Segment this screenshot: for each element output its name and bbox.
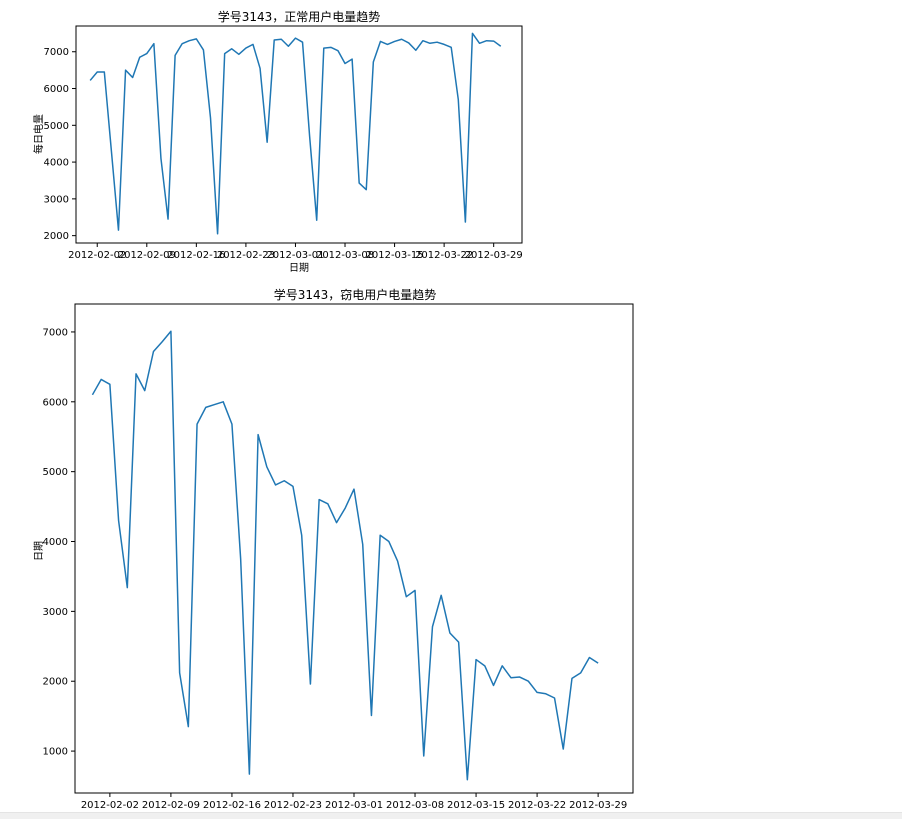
x-tick-label: 2012-03-15 [366, 250, 424, 261]
series-line-theft [91, 330, 599, 781]
x-tick-label: 2012-02-02 [68, 250, 126, 261]
x-tick-label: 2012-02-16 [167, 250, 225, 261]
x-tick-label: 2012-03-01 [266, 250, 324, 261]
x-tick-label: 2012-02-16 [203, 800, 261, 811]
horizontal-scrollbar[interactable] [0, 812, 902, 819]
y-tick-label: 4000 [43, 537, 68, 548]
plot-frame-theft [74, 303, 634, 794]
x-tick-label: 2012-03-29 [569, 800, 627, 811]
y-tick-label: 2000 [44, 231, 69, 242]
x-axis-label-normal: 日期 [289, 262, 309, 274]
x-tick-label: 2012-03-29 [465, 250, 523, 261]
x-tick-label: 2012-03-15 [447, 800, 505, 811]
y-tick-label: 6000 [43, 397, 68, 408]
plot-frame-normal [75, 25, 523, 244]
y-tick-label: 5000 [43, 467, 68, 478]
y-tick-label: 5000 [44, 121, 69, 132]
x-tick-label: 2012-03-01 [325, 800, 383, 811]
x-tick-label: 2012-03-22 [508, 800, 566, 811]
x-tick-label: 2012-02-09 [142, 800, 200, 811]
y-tick-label: 3000 [43, 607, 68, 618]
x-tick-label: 2012-02-23 [264, 800, 322, 811]
y-tick-label: 4000 [44, 158, 69, 169]
y-axis-label-theft: 日期 [33, 541, 45, 561]
x-tick-label: 2012-03-08 [316, 250, 374, 261]
subplot-theft-user: 学号3143，窃电用户电量趋势 1000 2000 3000 4000 5000 6000… [33, 287, 634, 811]
y-tick-label: 3000 [44, 194, 69, 205]
y-tick-label: 7000 [43, 327, 68, 338]
x-tick-label: 2012-02-23 [217, 250, 275, 261]
y-tick-label: 1000 [43, 747, 68, 758]
x-tick-label: 2012-02-02 [81, 800, 139, 811]
chart-title-theft: 学号3143，窃电用户电量趋势 [274, 287, 437, 302]
x-tick-label: 2012-03-22 [415, 250, 473, 261]
y-tick-label: 2000 [43, 677, 68, 688]
y-tick-label: 6000 [44, 84, 69, 95]
chart-title-normal: 学号3143，正常用户电量趋势 [218, 9, 381, 24]
tick-layer-normal: 2000300040005000600070002012-02-022012-0… [44, 47, 523, 261]
y-tick-label: 7000 [44, 47, 69, 58]
x-tick-label: 2012-02-09 [118, 250, 176, 261]
subplot-normal-user: 学号3143，正常用户电量趋势 2000 3000 4000 5000 6000 7000… [32, 9, 523, 274]
x-tick-label: 2012-03-08 [386, 800, 444, 811]
y-axis-label-normal: 每日电量 [32, 114, 45, 154]
series-line-normal [89, 32, 502, 235]
